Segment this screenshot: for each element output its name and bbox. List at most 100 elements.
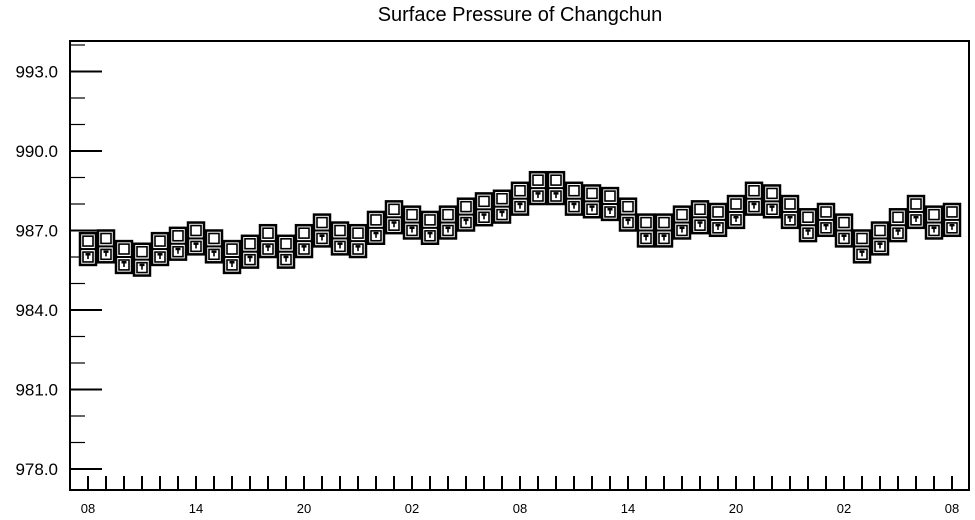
box-upper-inner bbox=[568, 185, 580, 197]
box-lower-inner bbox=[136, 261, 148, 274]
box-upper-inner bbox=[514, 185, 526, 197]
box-upper-inner bbox=[802, 211, 814, 224]
box-marker-bar bbox=[769, 205, 775, 208]
box-lower-inner bbox=[244, 253, 256, 266]
box-lower-inner bbox=[892, 227, 904, 239]
box-upper-inner bbox=[118, 243, 130, 255]
box-lower-inner bbox=[100, 248, 112, 261]
box-upper-inner bbox=[478, 195, 490, 208]
box-marker-bar bbox=[445, 226, 451, 230]
box-upper-inner bbox=[712, 206, 724, 218]
box-lower-inner bbox=[730, 214, 742, 226]
box-glyph bbox=[438, 205, 458, 240]
box-glyph bbox=[798, 208, 818, 243]
box-glyph bbox=[168, 226, 188, 261]
box-marker-bar bbox=[391, 221, 397, 224]
box-glyph bbox=[816, 202, 836, 238]
box-upper-inner bbox=[874, 224, 886, 237]
box-marker-bar bbox=[139, 263, 145, 267]
box-glyph bbox=[618, 197, 638, 232]
box-lower-inner bbox=[784, 214, 796, 226]
box-marker-bar bbox=[121, 261, 127, 264]
box-glyph bbox=[672, 205, 692, 240]
box-upper-inner bbox=[604, 190, 616, 202]
box-marker-bar bbox=[265, 245, 271, 248]
box-upper-inner bbox=[280, 238, 292, 250]
box-glyph bbox=[420, 210, 440, 245]
box-upper-inner bbox=[892, 211, 904, 224]
box-upper-inner bbox=[694, 203, 706, 216]
box-glyph bbox=[258, 223, 278, 259]
x-axis: 08 14 20 02 08 14 20 02 08 bbox=[81, 476, 959, 516]
box-glyph bbox=[582, 184, 602, 219]
box-marker-bar bbox=[607, 208, 613, 211]
box-lower-inner bbox=[640, 232, 652, 245]
box-lower-inner bbox=[280, 253, 292, 266]
box-lower-inner bbox=[82, 251, 94, 263]
box-glyph bbox=[888, 208, 908, 243]
box-lower-inner bbox=[298, 243, 310, 255]
x-tick-label: 02 bbox=[405, 501, 419, 516]
box-upper-inner bbox=[100, 232, 112, 245]
box-marker-bar bbox=[661, 234, 667, 237]
box-lower-inner bbox=[118, 259, 130, 271]
box-marker-bar bbox=[913, 215, 919, 219]
y-tick-label: 990.0 bbox=[15, 142, 58, 161]
box-marker-bar bbox=[679, 226, 685, 230]
x-tick-label: 20 bbox=[729, 501, 743, 516]
box-glyph bbox=[492, 189, 512, 224]
box-lower-inner bbox=[748, 200, 760, 213]
box-upper-inner bbox=[550, 174, 562, 186]
box-marker-bar bbox=[895, 229, 901, 232]
box-glyph bbox=[366, 210, 386, 245]
box-marker-bar bbox=[85, 253, 91, 256]
box-lower-inner bbox=[712, 222, 724, 234]
box-marker-bar bbox=[409, 226, 415, 230]
box-glyph bbox=[240, 234, 260, 269]
box-lower-inner bbox=[946, 222, 958, 234]
box-glyph bbox=[348, 223, 368, 259]
box-upper-inner bbox=[172, 230, 184, 242]
box-lower-inner bbox=[586, 203, 598, 216]
box-upper-inner bbox=[244, 238, 256, 250]
box-marker-bar bbox=[229, 261, 235, 264]
box-glyph bbox=[546, 170, 566, 206]
box-upper-inner bbox=[82, 235, 94, 247]
box-upper-inner bbox=[586, 187, 598, 200]
box-upper-inner bbox=[298, 227, 310, 239]
box-marker-bar bbox=[193, 242, 199, 245]
box-glyph bbox=[852, 229, 872, 264]
chart-title: Surface Pressure of Changchun bbox=[377, 4, 663, 26]
box-marker-bar bbox=[373, 231, 379, 235]
box-glyph bbox=[330, 221, 350, 256]
box-glyph bbox=[528, 170, 548, 206]
box-lower-inner bbox=[172, 245, 184, 258]
box-lower-inner bbox=[856, 248, 868, 261]
box-glyph bbox=[510, 181, 530, 216]
box-upper-inner bbox=[442, 208, 454, 221]
box-marker-bar bbox=[157, 253, 163, 256]
box-lower-inner bbox=[550, 190, 562, 202]
box-marker-bar bbox=[643, 234, 649, 237]
y-tick-label: 987.0 bbox=[15, 222, 58, 241]
box-upper-inner bbox=[460, 200, 472, 213]
box-lower-inner bbox=[208, 248, 220, 261]
box-marker-bar bbox=[283, 255, 289, 259]
box-upper-inner bbox=[640, 216, 652, 229]
box-upper-inner bbox=[622, 200, 634, 213]
y-axis: 978.0 981.0 984.0 987.0 990.0 993.0 bbox=[15, 44, 102, 479]
box-marker-bar bbox=[463, 218, 469, 222]
box-marker-bar bbox=[859, 250, 865, 253]
box-lower-inner bbox=[568, 200, 580, 213]
box-upper-inner bbox=[352, 227, 364, 239]
box-upper-inner bbox=[370, 214, 382, 226]
box-lower-inner bbox=[154, 251, 166, 263]
y-tick-label: 981.0 bbox=[15, 381, 58, 400]
box-glyph bbox=[276, 234, 296, 269]
box-lower-inner bbox=[658, 232, 670, 245]
x-tick-label: 08 bbox=[81, 501, 95, 516]
box-glyph bbox=[870, 221, 890, 256]
box-glyph bbox=[150, 231, 170, 267]
box-lower-inner bbox=[442, 224, 454, 237]
